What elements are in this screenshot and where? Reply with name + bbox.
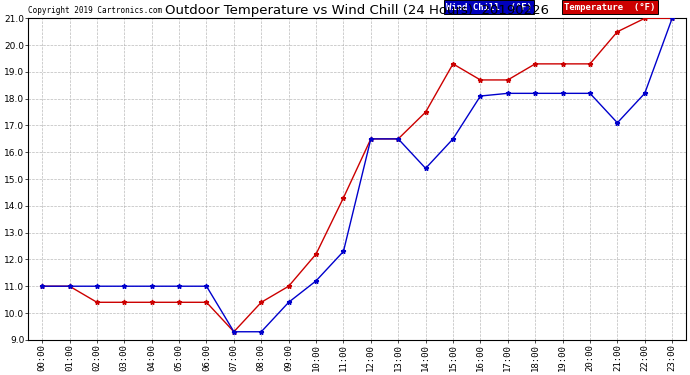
- Title: Outdoor Temperature vs Wind Chill (24 Hours)  20190226: Outdoor Temperature vs Wind Chill (24 Ho…: [165, 4, 549, 17]
- Text: Temperature  (°F): Temperature (°F): [564, 3, 656, 12]
- Text: Copyright 2019 Cartronics.com: Copyright 2019 Cartronics.com: [28, 6, 163, 15]
- Text: Wind Chill  (°F): Wind Chill (°F): [446, 3, 532, 12]
